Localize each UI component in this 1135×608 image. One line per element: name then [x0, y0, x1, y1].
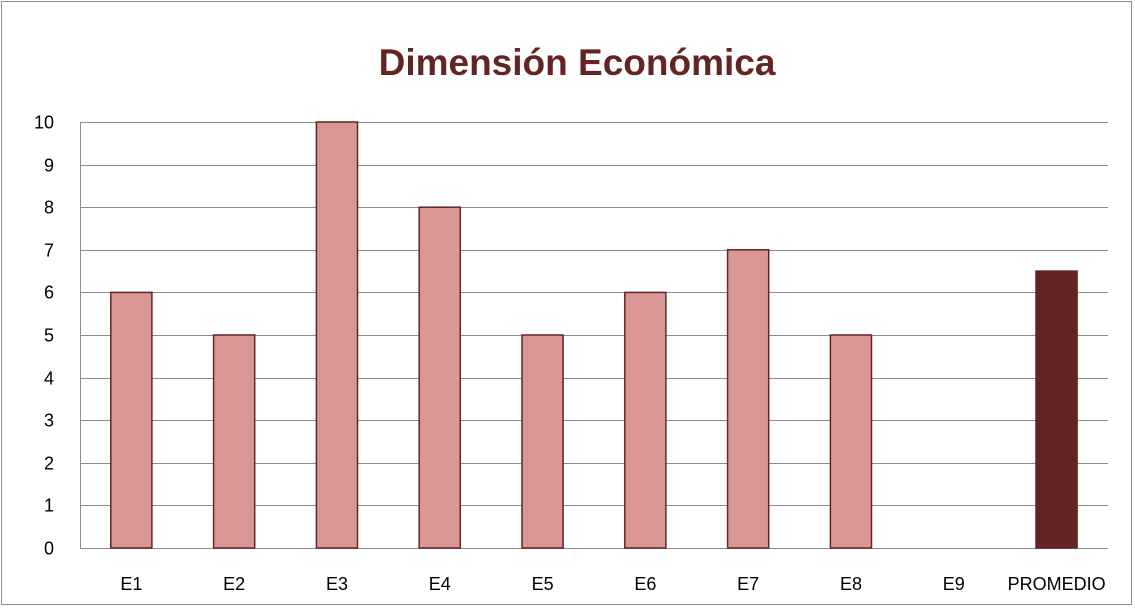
- x-tick-label: E9: [943, 574, 965, 594]
- y-tick-label: 8: [44, 198, 54, 218]
- x-tick-label: E8: [840, 574, 862, 594]
- bar-e3: [315, 121, 359, 549]
- x-tick-label: E1: [120, 574, 142, 594]
- bar-promedio: [1035, 270, 1078, 549]
- bar-e5: [521, 334, 564, 549]
- x-tick-label: E6: [634, 574, 656, 594]
- bar-e4: [418, 206, 462, 549]
- y-tick-label: 6: [44, 283, 54, 303]
- y-tick-label: 5: [44, 326, 54, 346]
- bars: [110, 121, 1078, 549]
- y-axis-ticks: 0 1 2 3 4 5 6 7 8 9 10: [34, 113, 54, 559]
- x-tick-label: E3: [326, 574, 348, 594]
- bar-e7: [726, 249, 770, 549]
- x-tick-label: E5: [532, 574, 554, 594]
- x-tick-label: PROMEDIO: [1008, 574, 1106, 594]
- y-tick-label: 7: [44, 241, 54, 261]
- bar-e2: [212, 334, 256, 549]
- y-tick-label: 10: [34, 113, 54, 133]
- y-tick-label: 4: [44, 369, 54, 389]
- chart-title: Dimensión Económica: [379, 42, 776, 83]
- x-tick-label: E4: [429, 574, 451, 594]
- bar-e8: [829, 334, 873, 549]
- x-tick-label: E7: [737, 574, 759, 594]
- bar-e6: [624, 291, 667, 549]
- y-tick-label: 3: [44, 411, 54, 431]
- bar-e1: [110, 291, 153, 549]
- x-axis-ticks: E1 E2 E3 E4 E5 E6 E7 E8 E9 PROMEDIO: [120, 574, 1105, 594]
- y-tick-label: 9: [44, 156, 54, 176]
- x-tick-label: E2: [223, 574, 245, 594]
- y-tick-label: 1: [44, 496, 54, 516]
- y-tick-label: 0: [44, 539, 54, 559]
- y-tick-label: 2: [44, 454, 54, 474]
